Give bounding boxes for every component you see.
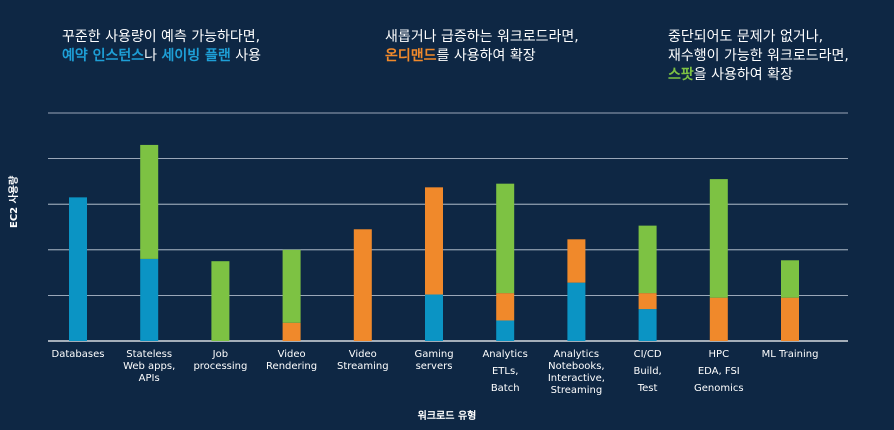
headline-spot: 중단되어도 문제가 없거나, 재수행이 가능한 워크로드라면, 스팟을 사용하여… — [668, 28, 849, 85]
headline-reserved: 꾸준한 사용량이 예측 가능하다면, 예약 인스턴스나 세이빙 플랜 사용 — [62, 28, 261, 66]
category-label-line: Job — [212, 349, 229, 360]
bar-segment — [567, 239, 586, 283]
category-label-line: HPC — [708, 349, 730, 360]
category-label: Databases — [28, 349, 128, 361]
bar-segment — [282, 249, 301, 323]
bar-segment — [282, 322, 301, 341]
bar-segment — [140, 144, 159, 259]
category-label-line: Build, — [633, 366, 662, 377]
headline-text: 사용 — [230, 48, 261, 64]
category-label-line: servers — [415, 361, 453, 372]
bar-segment — [425, 294, 443, 341]
headline-line: 꾸준한 사용량이 예측 가능하다면, — [62, 29, 261, 45]
category-label-line: Stateless — [126, 349, 173, 360]
headline-line: 온디맨드를 사용하여 확장 — [385, 47, 579, 66]
category-label-line: Notebooks, — [548, 361, 605, 372]
category-label-line: Video — [277, 349, 306, 360]
category-label: Job processing — [170, 349, 270, 373]
category-label: Video Streaming — [313, 349, 413, 373]
category-label-line: Video — [348, 349, 377, 360]
bar-segment — [496, 183, 515, 294]
category-label-line: Analytics — [553, 349, 600, 360]
bar-segment — [567, 282, 586, 341]
category-label: Stateless Web apps, APIs — [99, 349, 199, 385]
category-label-line: Streaming — [550, 385, 603, 396]
x-axis-label: 워크로드 유형 — [417, 411, 477, 422]
category-label-line: Streaming — [336, 361, 389, 372]
category-label-line: Batch — [490, 383, 520, 394]
category-label: HPC EDA, FSI Genomics — [669, 349, 769, 395]
category-label-line: Test — [637, 383, 658, 394]
highlight-savings-plan: 세이빙 플랜 — [161, 48, 231, 64]
category-label-line: processing — [193, 361, 248, 372]
headline-line: 스팟을 사용하여 확장 — [668, 66, 849, 85]
category-label: Analytics ETLs, Batch — [455, 349, 555, 395]
bar-segment — [638, 293, 657, 310]
highlight-spot: 스팟 — [668, 67, 694, 83]
category-label-line: Gaming — [414, 349, 454, 360]
bar-segment — [496, 320, 515, 341]
bar-segment — [69, 197, 87, 341]
bar-segment — [781, 260, 799, 298]
category-label-line: Web apps, — [123, 361, 176, 372]
category-label-line: Genomics — [694, 383, 744, 394]
headline-line: 재수행이 가능한 워크로드라면, — [668, 48, 849, 64]
headline-text: 나 — [144, 48, 162, 64]
headline-ondemand: 새롭거나 급증하는 워크로드라면, 온디맨드를 사용하여 확장 — [385, 28, 579, 66]
category-label: Video Rendering — [242, 349, 342, 373]
category-label-line: EDA, FSI — [697, 366, 740, 377]
category-label: Gaming servers — [384, 349, 484, 373]
bar-segment — [709, 179, 728, 298]
headline-text: 을 사용하여 확장 — [693, 67, 793, 83]
bar-segment — [496, 293, 515, 321]
category-label: CI/CD Build, Test — [598, 349, 698, 395]
category-label-line: CI/CD — [633, 349, 662, 360]
bar-segment — [425, 187, 443, 295]
bar-segment — [709, 297, 728, 341]
category-label: Analytics Notebooks, Interactive, Streaming — [526, 349, 626, 397]
category-label-line: ML Training — [761, 349, 819, 360]
category-label-line: Databases — [51, 349, 105, 360]
headline-text: 를 사용하여 확장 — [436, 48, 536, 64]
bar-segment — [353, 229, 372, 341]
bar-segment — [140, 258, 159, 341]
highlight-ondemand: 온디맨드 — [385, 48, 437, 64]
bar-segment — [638, 225, 657, 294]
category-label-line: Rendering — [266, 361, 318, 372]
category-label-line: Analytics — [482, 349, 528, 360]
headline-line: 예약 인스턴스나 세이빙 플랜 사용 — [62, 47, 261, 66]
y-axis-label: EC2 사용량 — [9, 175, 20, 228]
highlight-reserved-instance: 예약 인스턴스 — [62, 48, 145, 64]
category-label: ML Training — [740, 349, 840, 361]
category-label-line: Interactive, — [547, 373, 605, 384]
bar-segment — [638, 309, 657, 341]
bar-segment — [211, 261, 230, 341]
headline-line: 중단되어도 문제가 없거나, — [668, 29, 824, 45]
category-label-line: ETLs, — [491, 366, 519, 377]
headline-line: 새롭거나 급증하는 워크로드라면, — [385, 29, 579, 45]
category-label-line: APIs — [138, 373, 160, 384]
bar-segment — [781, 297, 799, 341]
